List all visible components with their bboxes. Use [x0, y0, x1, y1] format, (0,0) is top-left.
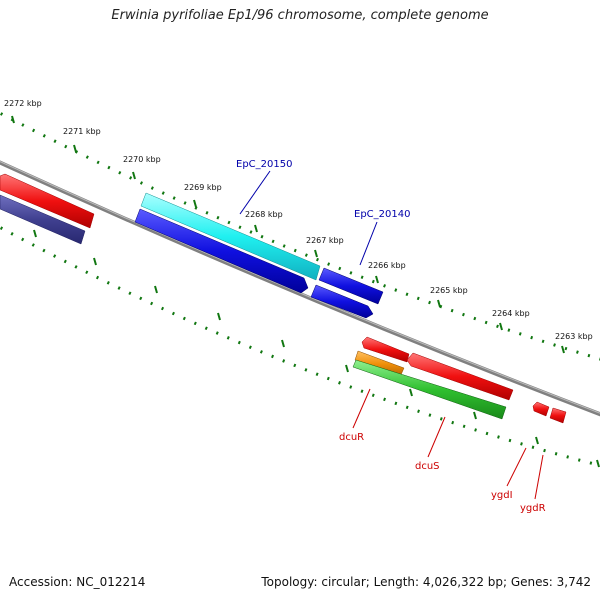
gene-epc20150-cyan[interactable]: [140, 192, 321, 281]
gene-red-dcu-1[interactable]: [361, 336, 410, 363]
tick-label-2272: 2272 kbp: [4, 99, 42, 108]
gene-green-dcuS[interactable]: [352, 359, 507, 420]
label-ygdR[interactable]: ygdR: [520, 503, 546, 514]
tick-label-2267: 2267 kbp: [306, 236, 344, 245]
gene-epc20140-blue[interactable]: [318, 267, 384, 305]
label-epc20150[interactable]: EpC_20150: [236, 159, 292, 170]
tick-label-2266: 2266 kbp: [368, 261, 406, 270]
inner-major-ticks: [33, 229, 600, 468]
leader-epc20150: [239, 170, 271, 215]
leader-ygdI: [506, 447, 527, 487]
tick-label-2269: 2269 kbp: [184, 183, 222, 192]
tick-label-2270: 2270 kbp: [123, 155, 161, 164]
label-dcuS[interactable]: dcuS: [415, 461, 440, 472]
leader-ygdR: [534, 454, 544, 500]
gene-purple-left[interactable]: [0, 194, 86, 245]
tick-label-2271: 2271 kbp: [63, 127, 101, 136]
outer-major-ticks: [11, 115, 565, 354]
tick-label-2265: 2265 kbp: [430, 286, 468, 295]
accession-text: Accession: NC_012214: [9, 575, 146, 589]
outer-tick-ring: [0, 111, 600, 361]
leader-epc20140: [359, 221, 378, 266]
gene-red-dcu-2[interactable]: [406, 352, 514, 401]
genome-summary-text: Topology: circular; Length: 4,026,322 bp…: [261, 575, 591, 589]
gene-blue-inner-1[interactable]: [134, 208, 309, 294]
gene-red-ygdI[interactable]: [532, 401, 550, 417]
label-ygdI[interactable]: ygdI: [491, 490, 513, 501]
leader-dcuS: [427, 416, 446, 458]
label-dcuR[interactable]: dcuR: [339, 432, 364, 443]
leader-dcuR: [352, 388, 371, 429]
gene-blue-inner-2[interactable]: [310, 284, 374, 319]
label-epc20140[interactable]: EpC_20140: [354, 209, 410, 220]
gene-red-left[interactable]: [0, 173, 95, 229]
tick-label-2268: 2268 kbp: [245, 210, 283, 219]
gene-red-ygdR[interactable]: [549, 407, 567, 424]
tick-label-2263: 2263 kbp: [555, 332, 593, 341]
tick-label-2264: 2264 kbp: [492, 309, 530, 318]
map-title: Erwinia pyrifoliae Ep1/96 chromosome, co…: [111, 8, 489, 23]
chromosome-backbone: [0, 160, 600, 417]
